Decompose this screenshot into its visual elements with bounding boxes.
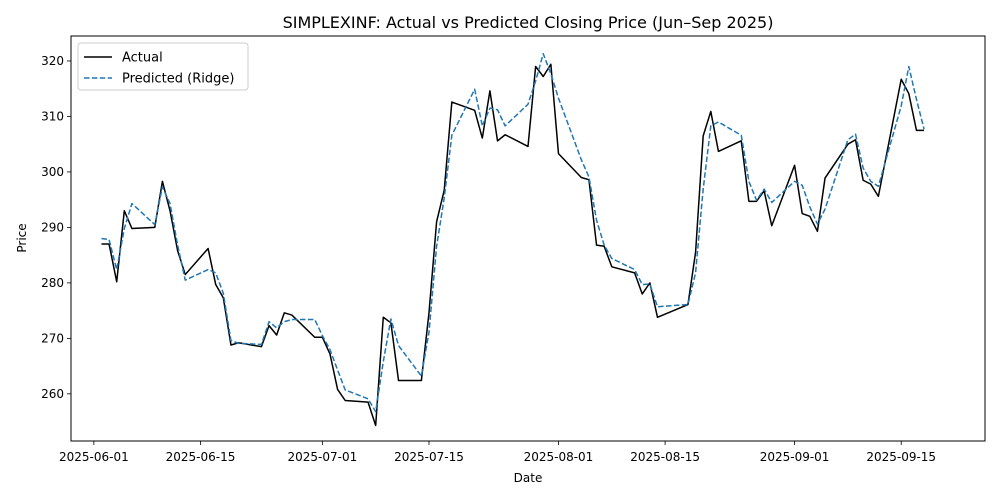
chart-title: SIMPLEXINF: Actual vs Predicted Closing …	[283, 13, 774, 32]
x-tick-label: 2025-08-01	[524, 450, 594, 464]
legend-label: Predicted (Ridge)	[122, 72, 234, 87]
y-axis: 260 270 280 290 300 310 320	[41, 54, 71, 401]
y-tick-label: 290	[41, 220, 64, 234]
series-layer	[101, 53, 925, 427]
y-tick-label: 280	[41, 276, 64, 290]
x-tick-label: 2025-09-01	[760, 450, 830, 464]
y-tick-label: 320	[41, 54, 64, 68]
series-line-actual	[101, 63, 925, 427]
x-axis: 2025-06-01 2025-06-15 2025-07-01 2025-07-15…	[59, 441, 936, 464]
x-tick-label: 2025-09-15	[866, 450, 936, 464]
x-tick-label: 2025-06-01	[59, 450, 129, 464]
legend-label: Actual	[122, 51, 163, 66]
legend: Actual Predicted (Ridge)	[77, 42, 249, 91]
x-axis-label: Date	[514, 471, 543, 485]
legend-box	[77, 42, 249, 91]
x-tick-label: 2025-07-15	[394, 450, 464, 464]
y-tick-label: 310	[41, 109, 64, 123]
y-tick-label: 270	[41, 331, 64, 345]
y-tick-label: 300	[41, 165, 64, 179]
series-line-predicted	[101, 53, 925, 413]
x-tick-label: 2025-08-15	[630, 450, 700, 464]
plot-frame	[70, 35, 986, 442]
x-tick-label: 2025-06-15	[166, 450, 236, 464]
y-axis-label: Price	[15, 223, 29, 252]
y-tick-label: 260	[41, 387, 64, 401]
x-tick-label: 2025-07-01	[287, 450, 357, 464]
